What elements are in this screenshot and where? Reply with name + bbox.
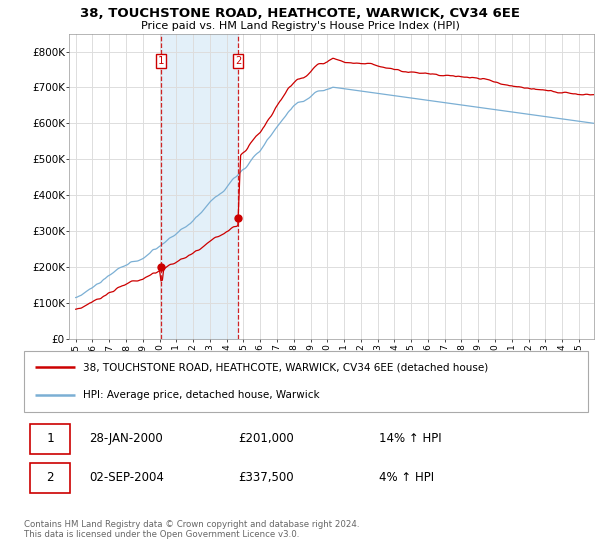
Text: HPI: Average price, detached house, Warwick: HPI: Average price, detached house, Warw… bbox=[83, 390, 320, 400]
Text: 2: 2 bbox=[46, 471, 53, 484]
Text: 2: 2 bbox=[235, 56, 241, 66]
Text: £201,000: £201,000 bbox=[238, 432, 294, 445]
Text: 02-SEP-2004: 02-SEP-2004 bbox=[89, 471, 164, 484]
Text: Contains HM Land Registry data © Crown copyright and database right 2024.
This d: Contains HM Land Registry data © Crown c… bbox=[24, 520, 359, 539]
Text: £337,500: £337,500 bbox=[238, 471, 294, 484]
Text: 1: 1 bbox=[158, 56, 164, 66]
FancyBboxPatch shape bbox=[29, 463, 70, 493]
FancyBboxPatch shape bbox=[29, 424, 70, 454]
Text: Price paid vs. HM Land Registry's House Price Index (HPI): Price paid vs. HM Land Registry's House … bbox=[140, 21, 460, 31]
Text: 1: 1 bbox=[46, 432, 53, 445]
Text: 38, TOUCHSTONE ROAD, HEATHCOTE, WARWICK, CV34 6EE (detached house): 38, TOUCHSTONE ROAD, HEATHCOTE, WARWICK,… bbox=[83, 362, 488, 372]
Text: 28-JAN-2000: 28-JAN-2000 bbox=[89, 432, 163, 445]
Text: 14% ↑ HPI: 14% ↑ HPI bbox=[379, 432, 442, 445]
Text: 4% ↑ HPI: 4% ↑ HPI bbox=[379, 471, 434, 484]
Text: 38, TOUCHSTONE ROAD, HEATHCOTE, WARWICK, CV34 6EE: 38, TOUCHSTONE ROAD, HEATHCOTE, WARWICK,… bbox=[80, 7, 520, 20]
FancyBboxPatch shape bbox=[24, 351, 588, 412]
